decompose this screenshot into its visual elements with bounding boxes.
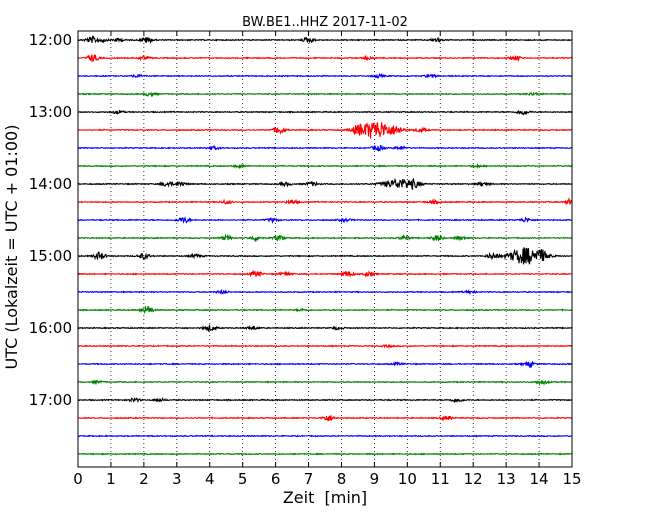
- trace-1645: [77, 379, 573, 387]
- y-axis-label: UTC (Lokalzeit = UTC + 01:00): [2, 125, 21, 370]
- y-axis-ticks: 12:00 13:00 14:00 15:00 16:00 17:00: [29, 31, 572, 409]
- trace-1345: [77, 162, 573, 170]
- trace-1745: [77, 452, 573, 456]
- trace-1700: [77, 396, 573, 404]
- trace-1600: [77, 324, 573, 333]
- vertical-gridlines: [110, 31, 540, 467]
- x-tick-label: 8: [337, 470, 347, 488]
- trace-1545: [77, 305, 573, 315]
- x-tick-label: 15: [562, 470, 581, 488]
- trace-1445: [77, 233, 573, 243]
- trace-1530: [77, 289, 573, 296]
- x-tick-label: 1: [106, 470, 116, 488]
- trace-1400: [77, 177, 573, 191]
- trace-1230: [77, 73, 573, 80]
- y-tick-label: 13:00: [29, 103, 72, 121]
- x-tick-label: 9: [370, 470, 380, 488]
- x-tick-label: 10: [398, 470, 417, 488]
- y-tick-label: 17:00: [29, 391, 72, 409]
- trace-1715: [77, 415, 573, 422]
- y-tick-label: 15:00: [29, 247, 72, 265]
- seismic-traces: [77, 35, 573, 456]
- y-tick-label: 16:00: [29, 319, 72, 337]
- trace-1500: [77, 247, 573, 265]
- plot-frame: [77, 30, 573, 468]
- x-tick-label: 14: [530, 470, 549, 488]
- x-tick-label: 7: [304, 470, 314, 488]
- trace-1430: [77, 216, 573, 225]
- x-tick-label: 4: [205, 470, 215, 488]
- trace-1215: [77, 54, 573, 62]
- x-axis-label: Zeit [min]: [283, 488, 367, 507]
- x-tick-label: 3: [172, 470, 182, 488]
- trace-1200: [77, 35, 573, 44]
- trace-1245: [77, 91, 573, 97]
- trace-1300: [77, 109, 573, 116]
- chart-title: BW.BE1..HHZ 2017-11-02: [242, 15, 408, 30]
- x-tick-label: 2: [139, 470, 149, 488]
- x-axis-ticks: 0 1 2 3 4 5 6 7 8 9 10 11 12 13 14 15: [73, 31, 582, 488]
- trace-1330: [77, 144, 573, 152]
- y-tick-label: 12:00: [29, 31, 72, 49]
- x-tick-label: 0: [73, 470, 83, 488]
- x-tick-label: 5: [238, 470, 248, 488]
- trace-1730: [77, 434, 573, 438]
- x-tick-label: 11: [431, 470, 450, 488]
- trace-1315: [77, 121, 573, 139]
- trace-1630: [77, 360, 573, 369]
- trace-1615: [77, 343, 573, 350]
- trace-1515: [77, 269, 573, 278]
- x-tick-label: 6: [271, 470, 281, 488]
- x-tick-label: 13: [497, 470, 516, 488]
- x-tick-label: 12: [464, 470, 483, 488]
- y-tick-label: 14:00: [29, 175, 72, 193]
- trace-1415: [77, 196, 573, 206]
